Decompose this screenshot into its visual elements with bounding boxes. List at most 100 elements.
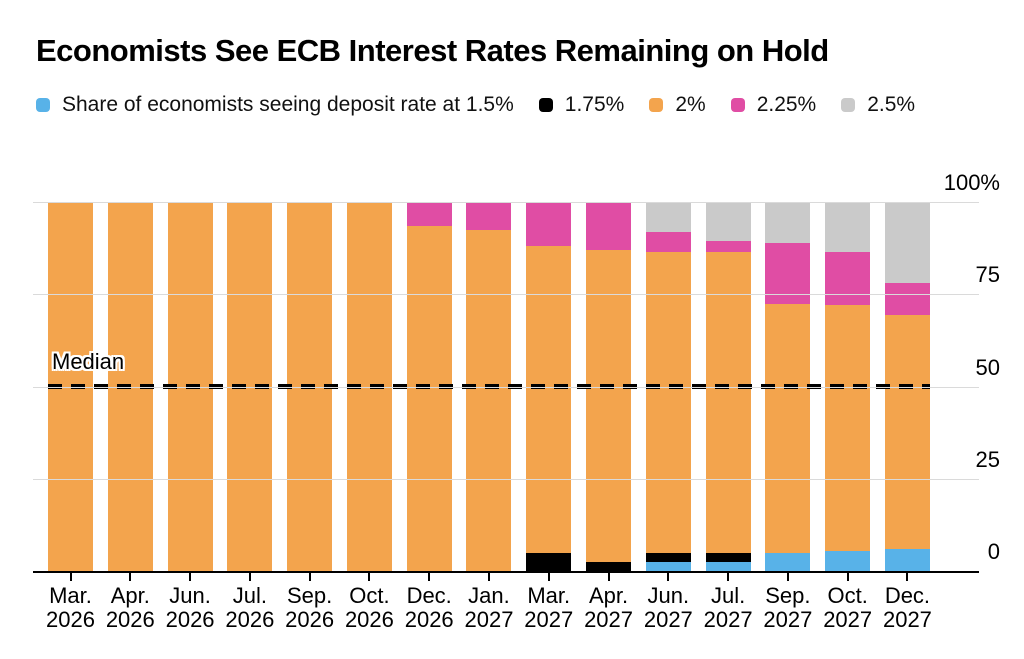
legend-swatch-icon bbox=[649, 98, 664, 112]
x-label-year: 2027 bbox=[643, 607, 693, 632]
x-label-month: Jul. bbox=[710, 583, 746, 608]
chart-legend: Share of economists seeing deposit rate … bbox=[36, 93, 994, 117]
bar-segment-225 bbox=[884, 283, 930, 315]
bar-segment-15 bbox=[765, 552, 811, 571]
x-label-year: 2027 bbox=[882, 607, 932, 632]
legend-swatch-icon bbox=[538, 98, 553, 112]
bar-segment-225 bbox=[765, 242, 811, 304]
bar-segment-25 bbox=[825, 202, 871, 252]
x-axis-tick-mark bbox=[129, 573, 132, 581]
legend-item-2: 2% bbox=[649, 93, 706, 117]
x-label-year: 2026 bbox=[225, 607, 275, 632]
bar-segment-2 bbox=[765, 303, 811, 553]
bar-sep-2027 bbox=[765, 202, 811, 581]
bar-segment-15 bbox=[884, 548, 930, 571]
x-label-month: Jan. bbox=[468, 583, 510, 608]
x-axis-tick-mark bbox=[727, 573, 730, 581]
legend-label: Share of economists seeing deposit rate … bbox=[62, 93, 514, 116]
bar-segment-175 bbox=[586, 561, 632, 571]
gridline-25 bbox=[33, 478, 979, 480]
x-label-month: Mar. bbox=[49, 583, 92, 608]
x-axis-tick-mark bbox=[308, 573, 311, 581]
x-label-month: Sep. bbox=[287, 583, 333, 608]
bar-segment-225 bbox=[406, 202, 452, 226]
bar-segment-15 bbox=[645, 561, 691, 571]
x-axis-tick-mark bbox=[846, 573, 849, 581]
x-label-year: 2027 bbox=[524, 607, 574, 632]
bar-segment-15 bbox=[825, 550, 871, 571]
bar-segment-25 bbox=[884, 202, 930, 284]
bar-segment-25 bbox=[705, 202, 751, 241]
x-axis-tick-mark bbox=[487, 573, 490, 581]
median-label: Median bbox=[52, 349, 125, 374]
bar-segment-225 bbox=[586, 202, 632, 250]
x-label-month: Dec. bbox=[406, 583, 452, 608]
legend-label: 2% bbox=[675, 93, 706, 116]
x-label-year: 2027 bbox=[703, 607, 753, 632]
bar-oct-2027 bbox=[825, 202, 871, 581]
x-axis-tick-mark bbox=[906, 573, 909, 581]
x-label-month: Dec. bbox=[884, 583, 931, 608]
x-axis-tick-mark bbox=[786, 573, 789, 581]
x-label-month: Sep. bbox=[765, 583, 811, 608]
x-label-year: 2027 bbox=[763, 607, 813, 632]
x-label-year: 2026 bbox=[105, 607, 155, 632]
bar-segment-2 bbox=[586, 249, 632, 562]
y-axis-tick-label-0: 0 bbox=[987, 539, 1000, 564]
x-label-year: 2026 bbox=[404, 607, 454, 632]
y-axis-tick-label-50: 50 bbox=[975, 354, 1000, 380]
bar-dec-2027 bbox=[884, 202, 930, 581]
bar-segment-175 bbox=[645, 552, 691, 562]
bar-segment-2 bbox=[705, 251, 751, 553]
bar-segment-225 bbox=[705, 240, 751, 252]
bar-segment-2 bbox=[406, 226, 452, 571]
x-label-month: Jul. bbox=[232, 583, 267, 608]
legend-label: 2.25% bbox=[756, 93, 817, 116]
x-label-month: Jun. bbox=[169, 583, 211, 608]
x-axis-tick-mark bbox=[248, 573, 251, 581]
bar-segment-2 bbox=[825, 305, 871, 551]
bar-mar-2027 bbox=[526, 202, 572, 581]
x-label-year: 2027 bbox=[464, 607, 514, 632]
bar-jan-2027 bbox=[466, 202, 512, 581]
bar-segment-25 bbox=[645, 202, 691, 232]
bar-segment-175 bbox=[526, 552, 572, 571]
legend-label: 2.5% bbox=[867, 93, 916, 116]
chart-title: Economists See ECB Interest Rates Remain… bbox=[36, 33, 829, 68]
x-label-month: Apr. bbox=[110, 583, 150, 608]
x-axis-tick-mark bbox=[667, 573, 670, 581]
x-label-month: Mar. bbox=[527, 583, 571, 608]
legend-label: 1.75% bbox=[564, 93, 625, 116]
x-axis-year-labels: 2026 2026 2026 2026 2026 2026 2026 2027 2027 2027… bbox=[46, 607, 932, 632]
legend-swatch-icon bbox=[841, 98, 856, 112]
bar-jul-2027 bbox=[705, 202, 751, 581]
x-axis-tick-mark bbox=[189, 573, 192, 581]
bar-jun-2027 bbox=[645, 202, 691, 581]
legend-item-225: 2.25% bbox=[730, 93, 817, 117]
y-axis-tick-label-25: 25 bbox=[975, 446, 1000, 472]
legend-item-share-of-economists-seei: Share of economists seeing deposit rate … bbox=[36, 93, 514, 117]
x-label-year: 2027 bbox=[584, 607, 634, 632]
x-label-year: 2026 bbox=[46, 607, 95, 632]
plot-area: Median bbox=[33, 202, 979, 581]
x-axis-tick-mark bbox=[368, 573, 371, 581]
x-axis-month-labels: Mar. Apr. Jun. Jul. Sep. Oct. Dec. Jan. Mar. Apr.… bbox=[48, 584, 930, 608]
bar-segment-25 bbox=[765, 202, 811, 243]
bar-segment-15 bbox=[705, 561, 751, 571]
bar-segment-225 bbox=[466, 202, 512, 230]
bar-segment-175 bbox=[705, 552, 751, 562]
x-axis-tick-mark bbox=[69, 573, 72, 581]
x-label-month: Apr. bbox=[588, 583, 629, 608]
x-label-year: 2026 bbox=[344, 607, 394, 632]
gridline-100 bbox=[33, 202, 979, 203]
x-label-month: Jun. bbox=[647, 583, 690, 608]
y-axis-tick-label-75: 75 bbox=[975, 262, 1000, 288]
legend-item-175: 1.75% bbox=[538, 93, 625, 117]
bar-segment-2 bbox=[526, 246, 572, 553]
bar-segment-2 bbox=[645, 251, 691, 553]
x-label-month: Oct. bbox=[349, 583, 390, 608]
x-label-year: 2026 bbox=[285, 607, 335, 632]
x-label-year: 2026 bbox=[165, 607, 215, 632]
x-label-year: 2027 bbox=[823, 607, 873, 632]
